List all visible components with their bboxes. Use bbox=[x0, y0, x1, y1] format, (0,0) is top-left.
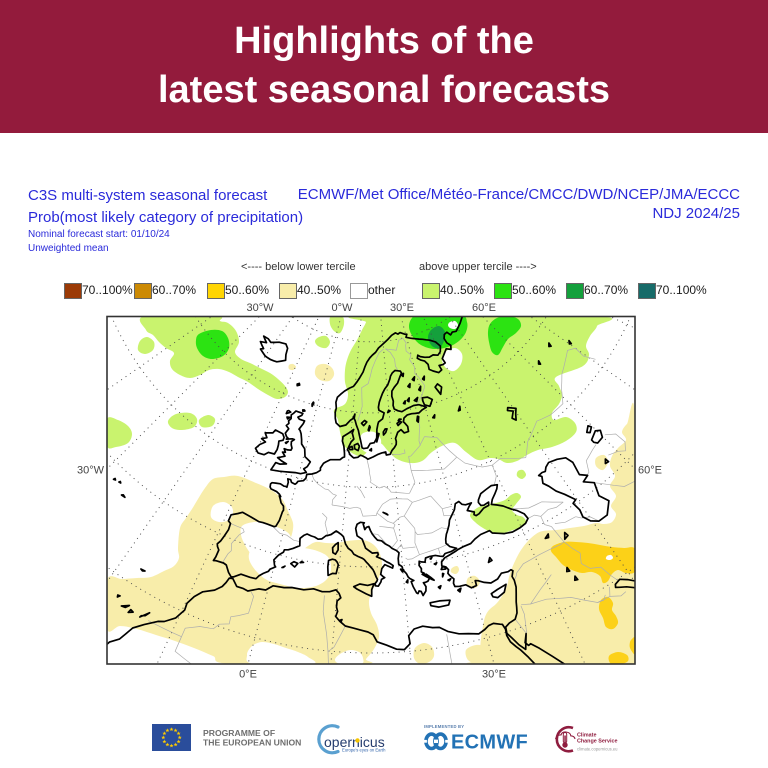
svg-text:0°E: 0°E bbox=[239, 669, 257, 681]
svg-text:30°W: 30°W bbox=[246, 302, 274, 314]
svg-text:30°W: 30°W bbox=[77, 465, 105, 477]
svg-text:60°E: 60°E bbox=[472, 302, 496, 314]
svg-text:60°E: 60°E bbox=[638, 465, 662, 477]
svg-text:30°E: 30°E bbox=[482, 669, 506, 681]
svg-text:0°W: 0°W bbox=[332, 302, 354, 314]
svg-text:30°E: 30°E bbox=[390, 302, 414, 314]
